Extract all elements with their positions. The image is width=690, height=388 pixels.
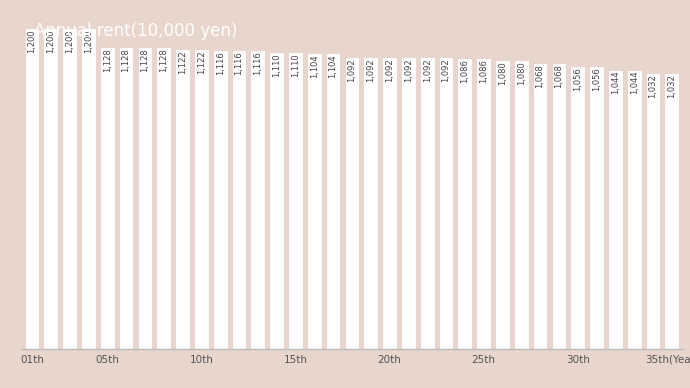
Text: 1,110: 1,110: [291, 53, 300, 77]
Text: 1,200: 1,200: [46, 29, 55, 53]
Bar: [476, 58, 491, 349]
Bar: [627, 69, 642, 349]
Bar: [43, 28, 58, 349]
Bar: [194, 48, 208, 349]
Text: 1,032: 1,032: [667, 74, 676, 98]
Text: 1,104: 1,104: [328, 55, 337, 78]
Text: 1,110: 1,110: [272, 53, 281, 77]
Bar: [364, 57, 378, 349]
Bar: [62, 28, 77, 349]
Text: 1,068: 1,068: [554, 64, 564, 88]
Bar: [571, 66, 585, 349]
Text: 1,128: 1,128: [121, 48, 130, 72]
Bar: [232, 50, 246, 349]
Text: 1,080: 1,080: [498, 61, 507, 85]
Bar: [551, 63, 566, 349]
Bar: [664, 73, 679, 349]
Bar: [514, 60, 529, 349]
Text: 1,086: 1,086: [479, 60, 488, 83]
Text: 1,122: 1,122: [178, 50, 187, 74]
Bar: [175, 48, 190, 349]
Text: 1,122: 1,122: [197, 50, 206, 74]
Bar: [307, 54, 322, 349]
Bar: [157, 47, 171, 349]
Text: 1,116: 1,116: [216, 52, 225, 75]
Bar: [344, 57, 359, 349]
Text: 1,104: 1,104: [310, 55, 319, 78]
Bar: [326, 54, 340, 349]
Bar: [213, 50, 228, 349]
Text: 1,056: 1,056: [573, 68, 582, 92]
Bar: [608, 69, 622, 349]
Bar: [457, 58, 472, 349]
Text: 1,086: 1,086: [460, 60, 469, 83]
Text: 1,092: 1,092: [442, 58, 451, 81]
Bar: [269, 52, 284, 349]
Text: 1,200: 1,200: [28, 29, 37, 53]
Bar: [646, 73, 660, 349]
Bar: [100, 47, 115, 349]
Text: 1,032: 1,032: [649, 74, 658, 98]
Text: 1,200: 1,200: [65, 29, 74, 53]
Bar: [420, 57, 435, 349]
Text: 1,128: 1,128: [140, 48, 150, 72]
Text: 1,044: 1,044: [611, 71, 620, 94]
Text: 1,092: 1,092: [347, 58, 357, 81]
Text: 1,080: 1,080: [517, 61, 526, 85]
Text: 1,128: 1,128: [103, 48, 112, 72]
Text: 1,044: 1,044: [630, 71, 639, 94]
Bar: [81, 28, 96, 349]
Text: 1,116: 1,116: [235, 52, 244, 75]
Text: 1,092: 1,092: [366, 58, 375, 81]
Text: 1,116: 1,116: [253, 52, 262, 75]
Text: 1,056: 1,056: [592, 68, 601, 92]
Text: 1,128: 1,128: [159, 48, 168, 72]
Text: 1,092: 1,092: [404, 58, 413, 81]
Bar: [119, 47, 133, 349]
Bar: [250, 50, 265, 349]
Bar: [25, 28, 39, 349]
Bar: [533, 63, 547, 349]
Bar: [382, 57, 397, 349]
Text: 1,068: 1,068: [535, 64, 544, 88]
Bar: [589, 66, 604, 349]
Text: 1,200: 1,200: [84, 29, 93, 53]
Bar: [439, 57, 453, 349]
Bar: [288, 52, 303, 349]
Bar: [137, 47, 152, 349]
Bar: [401, 57, 415, 349]
Text: 1,092: 1,092: [423, 58, 432, 81]
Text: Annual rent(10,000 yen): Annual rent(10,000 yen): [34, 22, 237, 40]
Bar: [495, 60, 510, 349]
Text: 1,092: 1,092: [385, 58, 394, 81]
